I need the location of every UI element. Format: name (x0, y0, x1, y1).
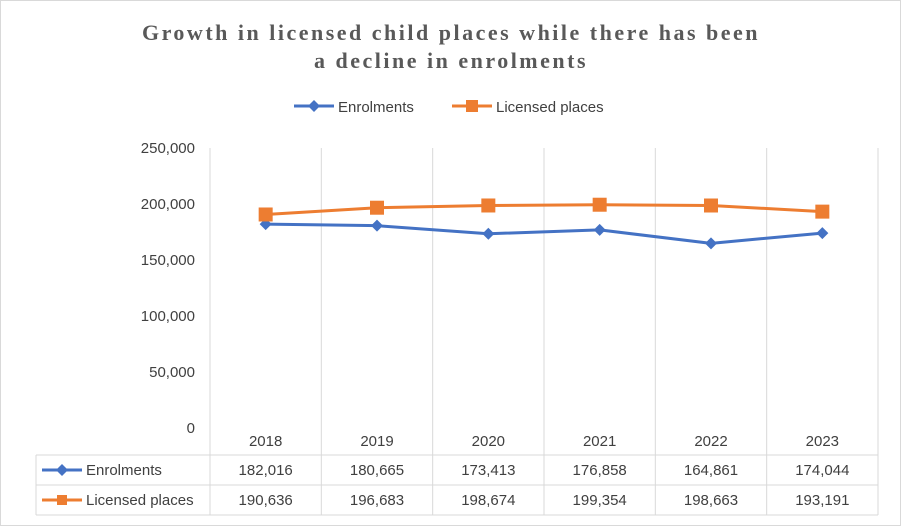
x-tick-label: 2021 (583, 433, 616, 450)
table-cell: 174,044 (795, 462, 849, 479)
data-table: 2018 2019 2020 2021 2022 2023 Enrolments 182,01… (35, 433, 878, 516)
legend-marker (308, 100, 320, 112)
data-point (482, 227, 495, 240)
data-point (705, 237, 717, 250)
table-series-name: Licensed places (86, 492, 194, 509)
data-point (593, 223, 606, 236)
table-cell: 173,413 (461, 462, 515, 479)
series (258, 197, 830, 250)
series-line-licensed-places (265, 203, 823, 216)
data-point (816, 227, 829, 240)
data-point (370, 200, 384, 215)
table-cell: 199,354 (573, 492, 627, 509)
chart-title-line-1: Growth in licensed child places while th… (142, 20, 760, 45)
table-cell: 198,663 (684, 492, 738, 509)
data-point (258, 207, 273, 222)
x-tick-label: 2023 (806, 433, 839, 450)
data-point (481, 198, 496, 213)
y-axis: 0 50,000 100,000 150,000 200,000 250,000 (141, 140, 195, 437)
table-series-name: Enrolments (86, 462, 162, 479)
table-cell: 164,861 (684, 462, 738, 479)
table-legend-marker (56, 464, 68, 476)
y-tick-label: 100,000 (141, 308, 195, 325)
y-tick-label: 150,000 (141, 252, 195, 269)
table-cell: 190,636 (239, 492, 293, 509)
y-tick-label: 50,000 (149, 364, 195, 381)
x-tick-label: 2018 (249, 433, 282, 450)
data-point (592, 197, 607, 212)
table-cell: 176,858 (573, 462, 627, 479)
table-cell: 193,191 (795, 492, 849, 509)
data-point (704, 198, 718, 213)
table-cell: 182,016 (239, 462, 293, 479)
y-tick-label: 200,000 (141, 196, 195, 213)
table-cell: 198,674 (461, 492, 515, 509)
x-tick-label: 2020 (472, 433, 505, 450)
data-point (371, 219, 383, 232)
legend-label: Licensed places (496, 99, 604, 116)
legend-marker (466, 100, 478, 112)
y-tick-label: 0 (187, 420, 195, 437)
table-cell: 196,683 (350, 492, 404, 509)
chart-title-line-2: a decline in enrolments (314, 48, 588, 73)
x-tick-label: 2019 (360, 433, 393, 450)
x-tick-label: 2022 (694, 433, 727, 450)
y-tick-label: 250,000 (141, 140, 195, 157)
legend: Enrolments Licensed places (294, 99, 604, 116)
table-cell: 180,665 (350, 462, 404, 479)
legend-label: Enrolments (338, 99, 414, 116)
series-line-enrolments (265, 222, 823, 245)
data-point (815, 204, 830, 219)
table-legend-marker (57, 495, 67, 505)
